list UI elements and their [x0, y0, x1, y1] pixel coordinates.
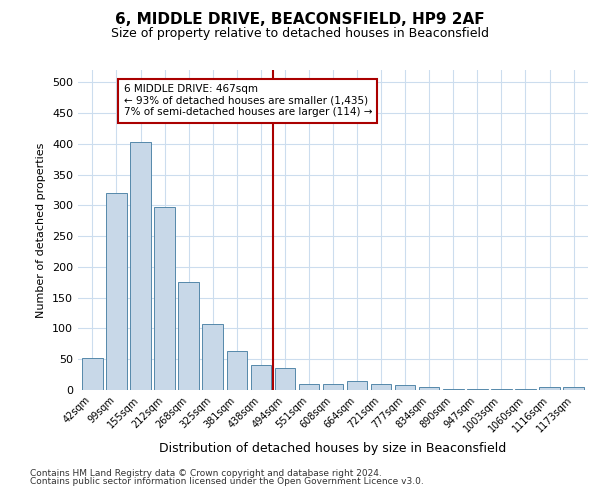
Bar [539, 387, 560, 390]
Text: 6 MIDDLE DRIVE: 467sqm
← 93% of detached houses are smaller (1,435)
7% of semi-d: 6 MIDDLE DRIVE: 467sqm ← 93% of detached… [124, 84, 372, 117]
Bar [563, 387, 584, 390]
Bar [154, 207, 175, 390]
Bar [323, 384, 343, 390]
Bar [251, 366, 271, 390]
Bar [275, 368, 295, 390]
Text: Size of property relative to detached houses in Beaconsfield: Size of property relative to detached ho… [111, 28, 489, 40]
Bar [443, 389, 464, 390]
Text: Contains public sector information licensed under the Open Government Licence v3: Contains public sector information licen… [30, 477, 424, 486]
Text: Contains HM Land Registry data © Crown copyright and database right 2024.: Contains HM Land Registry data © Crown c… [30, 468, 382, 477]
Bar [130, 142, 151, 390]
Y-axis label: Number of detached properties: Number of detached properties [37, 142, 46, 318]
X-axis label: Distribution of detached houses by size in Beaconsfield: Distribution of detached houses by size … [160, 442, 506, 456]
Bar [371, 384, 391, 390]
Bar [299, 384, 319, 390]
Bar [202, 324, 223, 390]
Bar [178, 282, 199, 390]
Bar [419, 387, 439, 390]
Bar [347, 381, 367, 390]
Bar [82, 358, 103, 390]
Bar [227, 351, 247, 390]
Bar [106, 193, 127, 390]
Text: 6, MIDDLE DRIVE, BEACONSFIELD, HP9 2AF: 6, MIDDLE DRIVE, BEACONSFIELD, HP9 2AF [115, 12, 485, 28]
Bar [395, 385, 415, 390]
